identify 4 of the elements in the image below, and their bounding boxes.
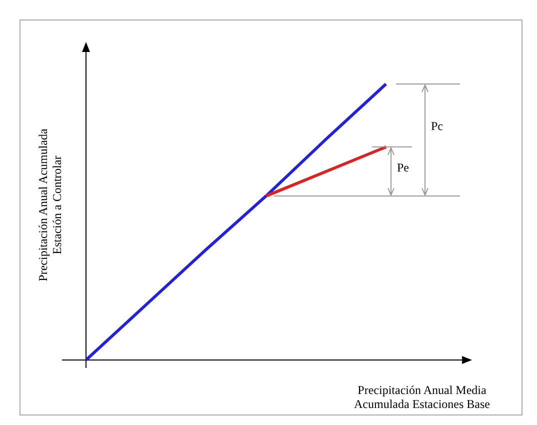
annotation: Pe [397, 160, 409, 174]
x-axis-title: Precipitación Anual Media Acumulada Estaciones Base [354, 383, 490, 411]
y-axis-title: Precipitación Anual Acumulada Estación a Controlar [36, 128, 64, 282]
annotation: Pc [431, 119, 443, 134]
